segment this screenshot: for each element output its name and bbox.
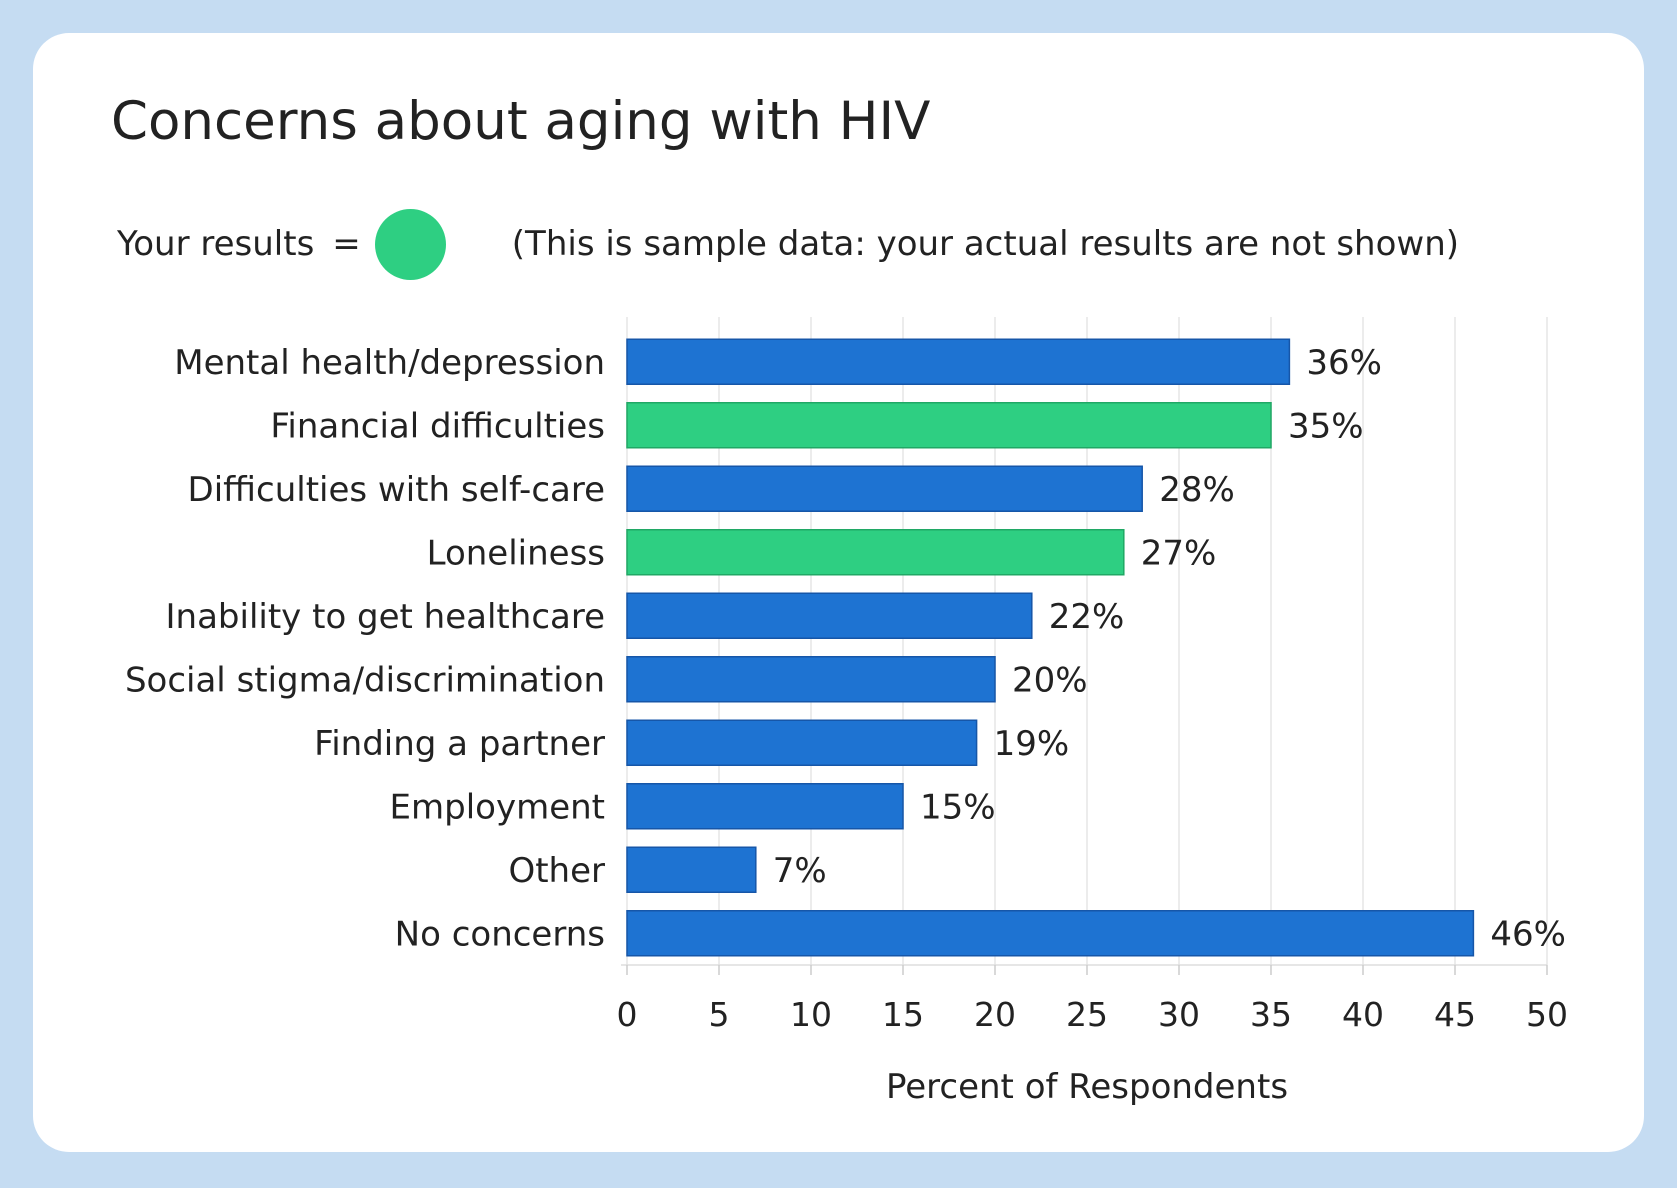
x-tick-label-2: 10 [790, 995, 832, 1034]
bar-1 [626, 402, 1272, 449]
bar-7 [626, 783, 904, 830]
value-label-4: 22% [1049, 597, 1125, 637]
value-label-5: 20% [1012, 660, 1088, 700]
bar-4 [626, 592, 1033, 639]
x-tick-label-6: 30 [1158, 995, 1200, 1034]
x-tick-label-10: 50 [1526, 995, 1568, 1034]
x-tick-label-9: 45 [1434, 995, 1476, 1034]
x-tick-label-5: 25 [1066, 995, 1108, 1034]
bar-5 [626, 656, 996, 703]
bar-9 [626, 910, 1475, 957]
value-label-9: 46% [1490, 914, 1566, 954]
value-label-1: 35% [1288, 406, 1364, 446]
x-tick-label-7: 35 [1250, 995, 1292, 1034]
bar-3 [626, 529, 1125, 576]
chart-title: Concerns about aging with HIV [111, 91, 931, 152]
category-label-2: Difficulties with self-care [188, 470, 605, 510]
category-label-5: Social stigma/discrimination [125, 660, 605, 700]
category-label-1: Financial difficulties [270, 406, 605, 446]
category-label-9: No concerns [395, 914, 605, 954]
x-tick-label-3: 15 [882, 995, 924, 1034]
x-tick-label-0: 0 [617, 995, 638, 1034]
value-label-7: 15% [920, 787, 996, 827]
category-label-0: Mental health/depression [174, 343, 605, 383]
legend-marker-dot [374, 208, 446, 280]
legend: Your results = (This is sample data: you… [117, 208, 1459, 280]
bar-8 [626, 846, 757, 893]
value-label-6: 19% [994, 724, 1070, 764]
x-tick-label-4: 20 [974, 995, 1016, 1034]
legend-equals: = [332, 224, 361, 264]
category-label-7: Employment [390, 787, 605, 827]
bar-2 [626, 465, 1143, 512]
bar-0 [626, 338, 1291, 385]
x-axis-title: Percent of Respondents [886, 1067, 1288, 1107]
category-label-8: Other [508, 851, 605, 891]
legend-note: (This is sample data: your actual result… [511, 224, 1460, 264]
category-label-4: Inability to get healthcare [166, 597, 605, 637]
category-label-3: Loneliness [427, 533, 605, 573]
category-label-6: Finding a partner [314, 724, 605, 764]
legend-label: Your results [117, 224, 315, 264]
x-tick-label-1: 5 [709, 995, 730, 1034]
bar-6 [626, 719, 978, 766]
value-label-0: 36% [1306, 343, 1382, 383]
x-tick-label-8: 40 [1342, 995, 1384, 1034]
value-label-2: 28% [1159, 470, 1235, 510]
value-label-3: 27% [1141, 533, 1217, 573]
value-label-8: 7% [773, 851, 827, 891]
